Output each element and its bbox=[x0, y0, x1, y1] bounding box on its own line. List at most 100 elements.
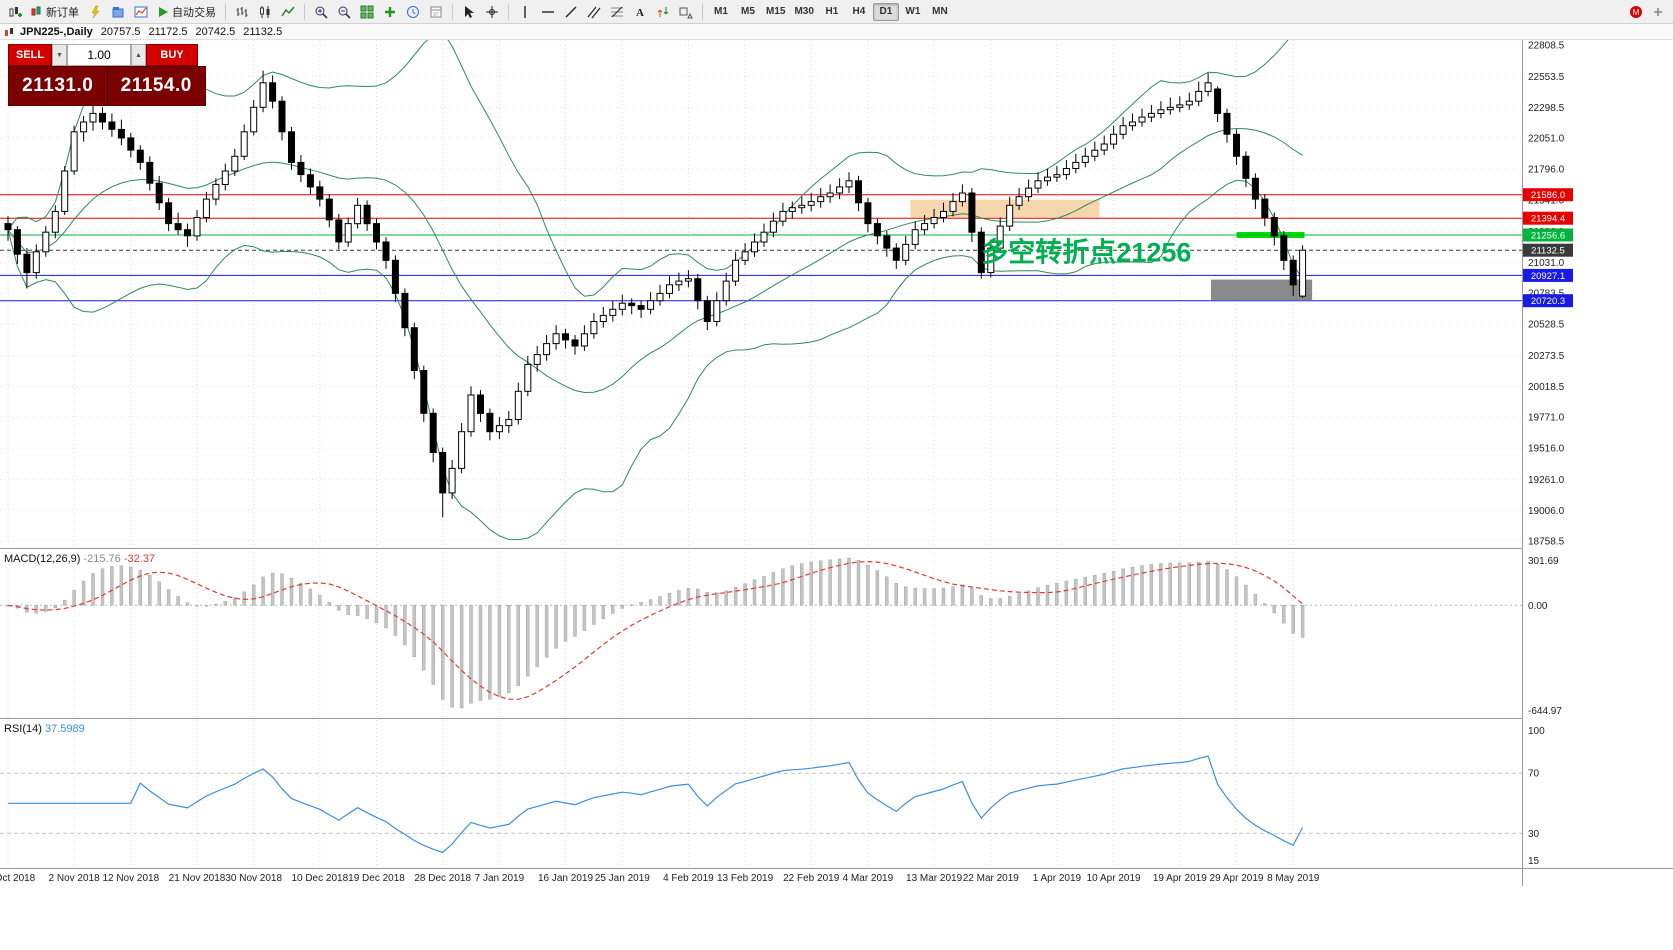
svg-text:13 Mar 2019: 13 Mar 2019 bbox=[906, 873, 963, 884]
timeframe-button-W1[interactable]: W1 bbox=[900, 3, 926, 21]
cursor-icon[interactable] bbox=[458, 2, 480, 22]
sell-price-display[interactable]: 21131.0 bbox=[9, 67, 108, 105]
svg-text:4 Feb 2019: 4 Feb 2019 bbox=[663, 873, 714, 884]
ohlc-open: 20757.5 bbox=[100, 25, 141, 38]
vertical-line-icon[interactable] bbox=[514, 2, 536, 22]
shapes-dropdown-icon[interactable] bbox=[675, 2, 697, 22]
trendline-icon[interactable] bbox=[560, 2, 582, 22]
tile-windows-icon[interactable] bbox=[356, 2, 378, 22]
line-chart-icon[interactable] bbox=[277, 2, 299, 22]
svg-text:21586.0: 21586.0 bbox=[1531, 190, 1565, 201]
indicators-icon[interactable] bbox=[379, 2, 401, 22]
periods-icon[interactable] bbox=[402, 2, 424, 22]
svg-text:19 Dec 2018: 19 Dec 2018 bbox=[348, 873, 405, 884]
volume-input[interactable] bbox=[67, 44, 131, 66]
toolbar-separator bbox=[304, 3, 305, 20]
svg-text:16 Jan 2019: 16 Jan 2019 bbox=[538, 873, 593, 884]
volume-decrease-button[interactable]: ▼ bbox=[52, 44, 67, 66]
svg-text:M: M bbox=[1633, 8, 1640, 17]
svg-text:20018.5: 20018.5 bbox=[1528, 382, 1565, 393]
zoom-out-icon[interactable] bbox=[333, 2, 355, 22]
svg-text:21 Nov 2018: 21 Nov 2018 bbox=[169, 873, 226, 884]
ohlc-high: 21172.5 bbox=[148, 25, 188, 38]
svg-text:19516.0: 19516.0 bbox=[1528, 444, 1565, 455]
svg-text:13 Feb 2019: 13 Feb 2019 bbox=[717, 873, 774, 884]
svg-text:20720.3: 20720.3 bbox=[1531, 296, 1565, 307]
sell-button-label: SELL bbox=[15, 49, 45, 61]
timeframe-button-M5[interactable]: M5 bbox=[735, 3, 761, 21]
new-chart-icon[interactable] bbox=[4, 2, 26, 22]
svg-text:4 Mar 2019: 4 Mar 2019 bbox=[843, 873, 894, 884]
text-icon[interactable]: A bbox=[629, 2, 651, 22]
profiles-icon[interactable] bbox=[107, 2, 129, 22]
svg-text:7 Jan 2019: 7 Jan 2019 bbox=[475, 873, 525, 884]
toolbar-separator bbox=[508, 3, 509, 20]
svg-text:10 Apr 2019: 10 Apr 2019 bbox=[1087, 873, 1141, 884]
svg-text:20273.5: 20273.5 bbox=[1528, 351, 1565, 362]
svg-text:0.00: 0.00 bbox=[1528, 601, 1548, 612]
svg-text:19006.0: 19006.0 bbox=[1528, 506, 1565, 517]
add-toolbar-icon[interactable] bbox=[1647, 2, 1669, 22]
market-watch-icon[interactable] bbox=[130, 2, 152, 22]
new-order-label: 新订单 bbox=[46, 6, 79, 19]
panel-frame bbox=[0, 40, 1673, 886]
svg-text:24 Oct 2018: 24 Oct 2018 bbox=[0, 873, 36, 884]
timeframe-button-H4[interactable]: H4 bbox=[846, 3, 872, 21]
svg-text:RSI(14) 37.5989: RSI(14) 37.5989 bbox=[4, 723, 85, 735]
one-click-trading-panel: SELL ▼ ▲ BUY 21131.0 21154.0 bbox=[8, 44, 206, 106]
autotrade-button[interactable]: 自动交易 bbox=[153, 2, 220, 22]
main-toolbar: 新订单 自动交易 bbox=[0, 0, 1673, 24]
templates-icon[interactable] bbox=[425, 2, 447, 22]
svg-text:19 Apr 2019: 19 Apr 2019 bbox=[1153, 873, 1207, 884]
svg-text:20528.5: 20528.5 bbox=[1528, 320, 1565, 331]
fibonacci-icon[interactable] bbox=[606, 2, 628, 22]
bollinger-bands bbox=[7, 40, 1304, 541]
timeframe-button-M30[interactable]: M30 bbox=[790, 3, 817, 21]
community-icon[interactable]: M bbox=[1625, 2, 1647, 22]
chart-window-titlebar: JPN225-,Daily 20757.5 21172.5 20742.5 21… bbox=[0, 24, 1673, 40]
volume-increase-button[interactable]: ▲ bbox=[131, 44, 146, 66]
new-order-button[interactable]: 新订单 bbox=[27, 2, 83, 22]
svg-text:30: 30 bbox=[1528, 829, 1540, 840]
channel-icon[interactable] bbox=[583, 2, 605, 22]
buy-price-display[interactable]: 21154.0 bbox=[107, 67, 205, 105]
turning-point-annotation: 多空转折点21256 bbox=[981, 237, 1191, 268]
sell-button[interactable]: SELL bbox=[8, 44, 52, 66]
buy-button-label: BUY bbox=[160, 49, 184, 61]
rsi-panel: 70 30 RSI(14) 37.5989 100 15 bbox=[0, 723, 1545, 867]
arrows-icon[interactable] bbox=[652, 2, 674, 22]
chart-symbol-period: JPN225-,Daily bbox=[20, 25, 93, 38]
svg-text:30 Nov 2018: 30 Nov 2018 bbox=[225, 873, 282, 884]
ohlc-close: 21132.5 bbox=[243, 25, 283, 38]
one-click-trading-icon[interactable] bbox=[84, 2, 106, 22]
svg-text:22808.5: 22808.5 bbox=[1528, 41, 1565, 52]
macd-panel: MACD(12,26,9) -215.76 -32.37 301.69 0.00 -6… bbox=[0, 553, 1562, 717]
svg-text:-644.97: -644.97 bbox=[1528, 706, 1562, 717]
toolbar-separator bbox=[225, 3, 226, 20]
timeframe-button-M15[interactable]: M15 bbox=[762, 3, 789, 21]
autotrade-label: 自动交易 bbox=[172, 6, 216, 19]
zoom-in-icon[interactable] bbox=[310, 2, 332, 22]
svg-text:21256.6: 21256.6 bbox=[1531, 231, 1565, 242]
timeframe-button-D1[interactable]: D1 bbox=[872, 2, 899, 21]
timeframe-button-MN[interactable]: MN bbox=[927, 3, 953, 21]
buy-button[interactable]: BUY bbox=[146, 44, 198, 66]
timeframe-button-H1[interactable]: H1 bbox=[819, 3, 845, 21]
svg-text:A: A bbox=[636, 7, 644, 19]
candlestick-series bbox=[4, 70, 1307, 518]
crosshair-icon[interactable] bbox=[481, 2, 503, 22]
svg-text:20927.1: 20927.1 bbox=[1531, 271, 1565, 282]
svg-text:10 Dec 2018: 10 Dec 2018 bbox=[291, 873, 348, 884]
candle-chart-icon[interactable] bbox=[254, 2, 276, 22]
chart-canvas[interactable]: 多空转折点21256 22808.5 22553.5 22298.5 22051.0 21… bbox=[0, 40, 1673, 886]
timeframe-button-M1[interactable]: M1 bbox=[708, 3, 734, 21]
svg-text:22 Mar 2019: 22 Mar 2019 bbox=[963, 873, 1020, 884]
buy-price-value: 21154.0 bbox=[120, 75, 192, 96]
svg-text:22 Feb 2019: 22 Feb 2019 bbox=[783, 873, 840, 884]
svg-text:70: 70 bbox=[1528, 769, 1540, 780]
chart-area[interactable]: 多空转折点21256 22808.5 22553.5 22298.5 22051.0 21… bbox=[0, 40, 1673, 886]
horizontal-line-icon[interactable] bbox=[537, 2, 559, 22]
grid bbox=[0, 40, 1522, 868]
bar-chart-icon[interactable] bbox=[231, 2, 253, 22]
